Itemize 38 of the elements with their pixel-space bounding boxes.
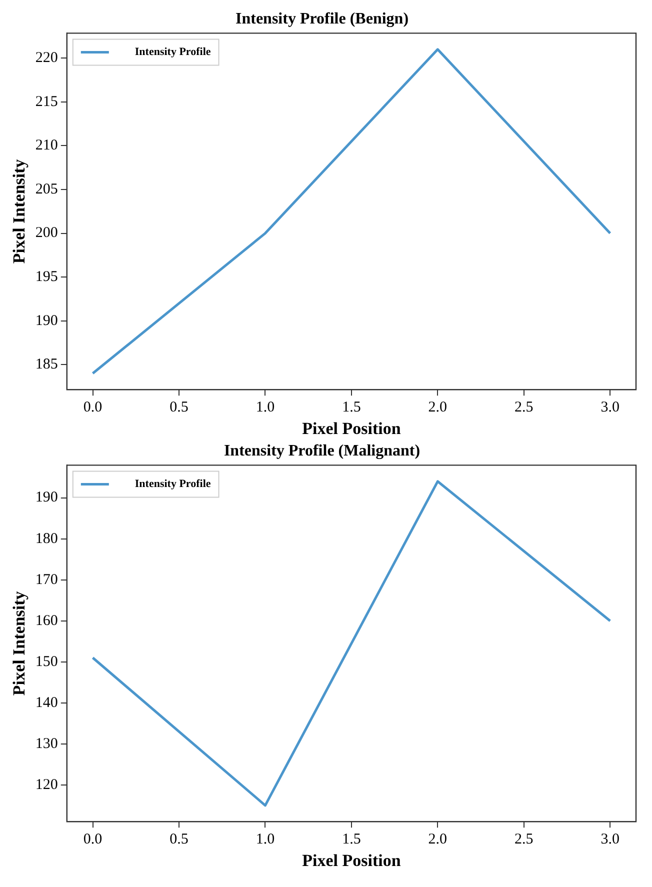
y-tick-label: 140 (35, 694, 58, 711)
y-tick-label: 130 (35, 736, 58, 752)
x-tick-label: 1.5 (342, 400, 361, 416)
y-tick-label: 180 (35, 530, 58, 547)
x-tick-label: 0.5 (170, 832, 188, 848)
y-axis-title: Pixel Intensity (10, 158, 29, 264)
x-axis-title: Pixel Position (302, 851, 402, 870)
y-tick-label: 120 (35, 776, 58, 793)
x-tick-label: 2.0 (428, 400, 448, 416)
x-tick-label: 0.5 (170, 400, 188, 416)
y-tick-label: 150 (35, 654, 58, 670)
x-tick-label: 0.0 (83, 400, 102, 416)
y-tick-label: 215 (35, 94, 58, 110)
y-tick-label: 170 (35, 572, 58, 588)
chart-title: Intensity Profile (Benign) (235, 10, 409, 28)
y-axis-title: Pixel Intensity (10, 590, 29, 696)
x-tick-label: 1.5 (342, 832, 361, 848)
y-tick-label: 185 (35, 356, 58, 373)
x-tick-label: 0.0 (83, 832, 102, 848)
chart-title: Intensity Profile (Malignant) (224, 442, 420, 460)
x-tick-label: 1.0 (256, 832, 275, 848)
y-tick-label: 205 (35, 181, 58, 198)
y-tick-label: 210 (35, 138, 58, 154)
legend-label: Intensity Profile (134, 46, 211, 58)
y-tick-label: 190 (35, 312, 58, 329)
x-tick-label: 1.0 (256, 400, 275, 416)
y-tick-label: 200 (35, 225, 58, 242)
y-tick-label: 220 (35, 50, 58, 66)
y-tick-label: 195 (35, 269, 58, 286)
x-axis-title: Pixel Position (302, 419, 402, 438)
x-tick-label: 3.0 (600, 400, 620, 416)
x-tick-label: 3.0 (600, 832, 620, 848)
x-tick-label: 2.5 (514, 832, 534, 848)
x-tick-label: 2.0 (428, 832, 448, 848)
y-tick-label: 160 (35, 612, 58, 629)
x-tick-label: 2.5 (514, 400, 534, 416)
legend-label: Intensity Profile (134, 478, 211, 490)
y-tick-label: 190 (35, 490, 58, 506)
